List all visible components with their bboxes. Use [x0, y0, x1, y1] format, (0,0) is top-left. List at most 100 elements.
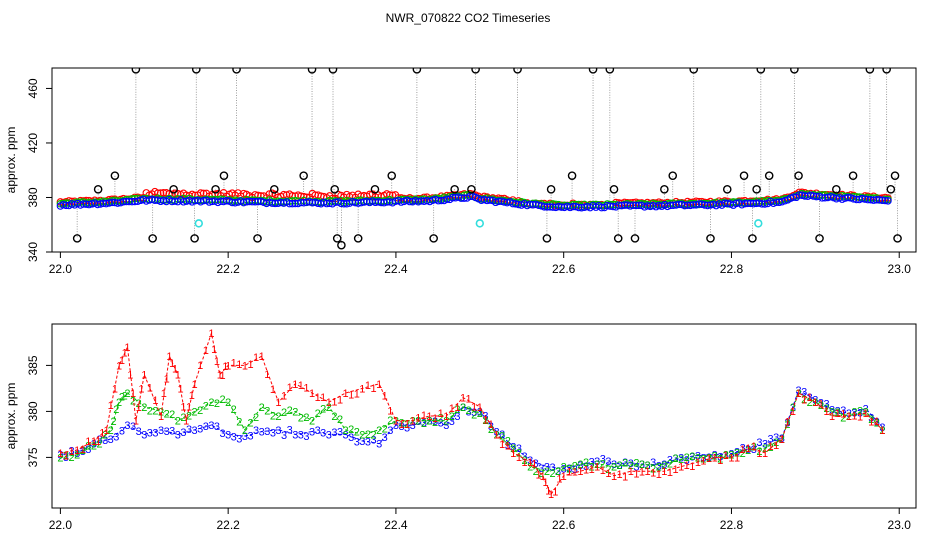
series-2-glyph-9: 2 [108, 425, 114, 437]
series-3-glyph-83: 3 [521, 451, 527, 463]
series-1-glyph-136: 1 [717, 455, 723, 467]
top-blue-point-239 [741, 199, 749, 208]
series-1-glyph-157: 1 [835, 408, 841, 420]
series-2-glyph-115: 2 [684, 452, 690, 464]
series-1-glyph-65: 1 [337, 394, 343, 406]
top-blue-point-242 [749, 199, 758, 208]
top-blue-point-31 [145, 196, 153, 204]
series-2-glyph-22: 2 [164, 408, 170, 420]
top-blue-point-243 [752, 199, 760, 208]
series-1-glyph-68: 1 [354, 388, 360, 400]
series-1-glyph-117: 1 [611, 471, 617, 483]
series-3-glyph-100: 3 [617, 460, 623, 472]
top-blue-point-39 [168, 197, 176, 206]
series-2-glyph-123: 2 [728, 450, 734, 462]
series-1-glyph-8: 1 [99, 428, 105, 440]
top-blue-point-244 [755, 199, 763, 207]
series-2-glyph-20: 2 [152, 405, 158, 417]
series-1-glyph-22: 1 [147, 382, 153, 394]
series-3-glyph-147: 3 [879, 422, 885, 434]
top-blue-point-195 [615, 201, 623, 209]
top-blue-point-22 [119, 197, 128, 206]
series-2-glyph-93: 2 [561, 462, 567, 474]
top-blue-point-215 [672, 201, 680, 209]
y-tick-label-1-0: 375 [26, 447, 40, 467]
series-3-glyph-95: 3 [589, 457, 595, 469]
top-blue-point-137 [448, 193, 457, 202]
series-2-glyph-146: 2 [857, 406, 863, 418]
series-1-glyph-135: 1 [712, 452, 718, 464]
series-3-glyph-4: 3 [80, 446, 86, 458]
series-1-glyph-38: 1 [203, 345, 209, 357]
series-2-glyph-6: 2 [91, 440, 97, 452]
series-3-glyph-57: 3 [376, 439, 382, 451]
series-3-glyph-7: 3 [96, 434, 102, 446]
series-2-glyph-54: 2 [343, 425, 349, 437]
series-3-glyph-74: 3 [471, 407, 477, 419]
top-blue-point-8 [79, 200, 88, 208]
series-1-glyph-111: 1 [577, 466, 583, 478]
series-1-glyph-47: 1 [236, 359, 242, 371]
top-blue-point-282 [864, 195, 872, 204]
series-2-glyph-40: 2 [264, 405, 270, 417]
top-blue-point-126 [417, 197, 425, 205]
series-3-glyph-12: 3 [124, 420, 130, 432]
series-1-glyph-34: 1 [186, 401, 192, 413]
series-1-glyph-50: 1 [253, 352, 259, 364]
series-2-glyph-69: 2 [426, 416, 432, 428]
series-1-glyph-153: 1 [812, 397, 818, 409]
series-1-glyph-14: 1 [122, 347, 128, 359]
series-3-glyph-113: 3 [689, 451, 695, 463]
x-tick-label-1-5: 23.0 [888, 518, 912, 532]
top-red-point-34 [154, 189, 162, 197]
series-3-glyph-48: 3 [326, 429, 332, 441]
series-2-glyph-24: 2 [175, 416, 181, 428]
series-3-glyph-44: 3 [303, 431, 309, 443]
series-1-glyph-81: 1 [426, 411, 432, 423]
series-2-glyph-106: 2 [633, 458, 639, 470]
top-blue-point-250 [772, 198, 781, 206]
series-2-glyph-63: 2 [393, 416, 399, 428]
series-1-glyph-72: 1 [376, 379, 382, 391]
series-2-glyph-17: 2 [136, 398, 142, 410]
series-2-glyph-31: 2 [214, 398, 220, 410]
top-blue-point-281 [861, 195, 869, 203]
series-1-glyph-75: 1 [393, 416, 399, 428]
series-3-glyph-40: 3 [281, 430, 287, 442]
excursion-point-10 [232, 68, 241, 74]
series-3-glyph-39: 3 [275, 425, 281, 437]
series-2-glyph-68: 2 [421, 418, 427, 430]
series-1-glyph-121: 1 [633, 469, 639, 481]
series-2-glyph-133: 2 [784, 419, 790, 431]
top-blue-point-266 [818, 194, 826, 202]
series-1-glyph-79: 1 [415, 412, 421, 424]
series-3-glyph-102: 3 [628, 458, 634, 470]
top-blue-point-277 [849, 195, 858, 203]
series-3-glyph-85: 3 [533, 458, 539, 470]
series-2-glyph-98: 2 [589, 462, 595, 474]
series-2-glyph-118: 2 [700, 453, 706, 465]
series-1-glyph-56: 1 [287, 382, 293, 394]
top-blue-point-14 [96, 200, 105, 208]
series-2-glyph-96: 2 [577, 459, 583, 471]
excursion-point-34 [613, 234, 623, 243]
series-1-glyph-42: 1 [217, 370, 223, 382]
series-3-glyph-72: 3 [460, 402, 466, 414]
top-blue-point-52 [205, 198, 214, 206]
series-3-glyph-139: 3 [835, 406, 841, 418]
series-1-glyph-40: 1 [211, 344, 217, 356]
series-3-glyph-121: 3 [734, 446, 740, 458]
series-3-glyph-29: 3 [220, 428, 226, 440]
excursion-point-27 [513, 68, 522, 74]
series-1-glyph-33: 1 [183, 416, 189, 428]
top-blue-point-99 [340, 199, 348, 208]
series-3-glyph-9: 3 [108, 434, 114, 446]
series-3-glyph-87: 3 [544, 462, 550, 474]
top-blue-point-169 [540, 203, 549, 211]
series-2-glyph-72: 2 [443, 416, 449, 428]
top-blue-point-174 [554, 202, 563, 211]
series-3-glyph-53: 3 [354, 437, 360, 449]
series-3-glyph-110: 3 [672, 453, 678, 465]
series-2-glyph-117: 2 [695, 452, 701, 464]
series-3-glyph-88: 3 [549, 462, 555, 474]
